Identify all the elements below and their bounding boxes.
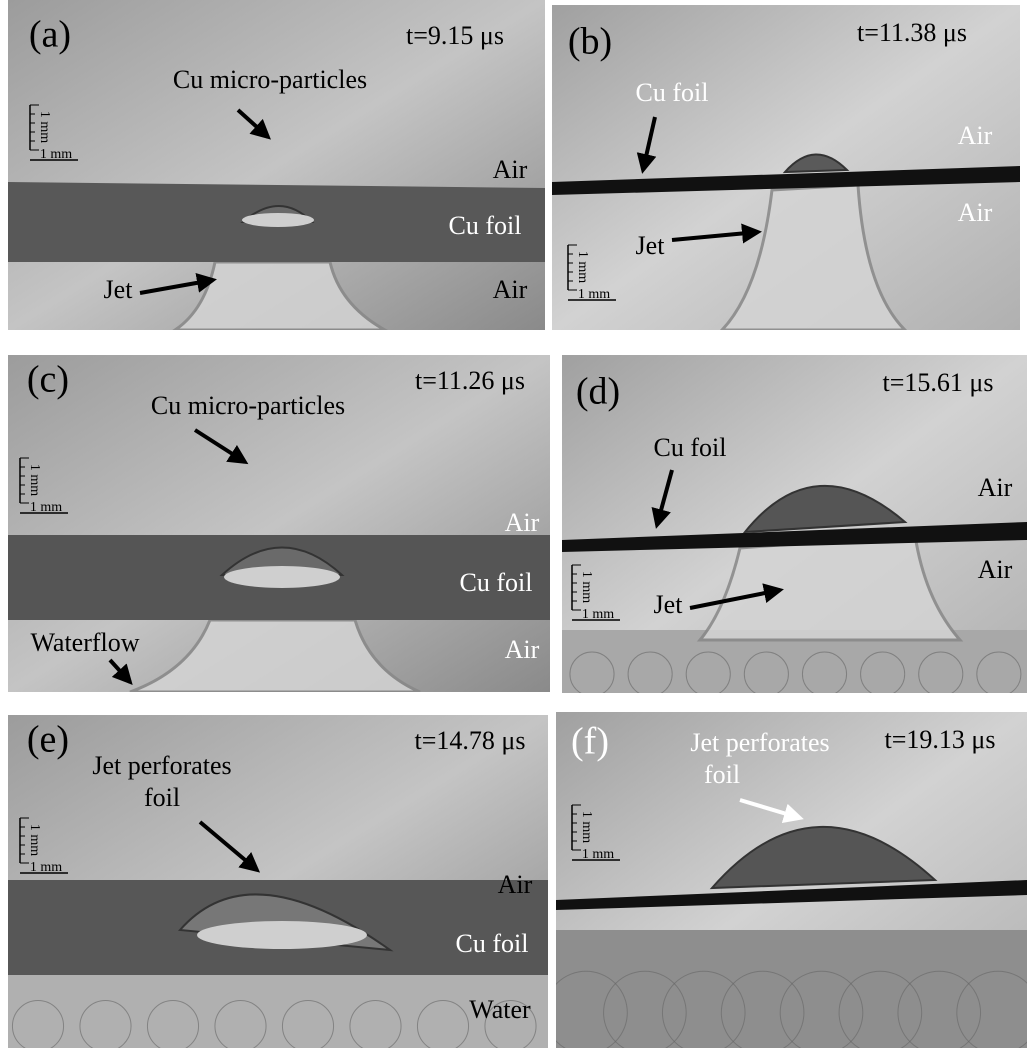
lens xyxy=(197,921,367,949)
figure: 1 mm 1 mm (a) t=9.15 μs Cu micro-particles Ai… xyxy=(0,0,1027,1048)
annotation: foil xyxy=(144,783,180,812)
scale-label: 1 mm xyxy=(575,251,590,283)
panel-label: (b) xyxy=(568,21,612,63)
scale-label: 1 mm xyxy=(27,464,42,496)
panel-label: (e) xyxy=(27,719,69,761)
timestamp: t=11.38 μs xyxy=(857,18,967,47)
micrograph xyxy=(545,712,1027,1048)
timestamp: t=14.78 μs xyxy=(415,726,526,755)
scale-label: 1 mm xyxy=(27,824,42,856)
scale-label: 1 mm xyxy=(582,847,614,862)
annotation: Waterflow xyxy=(30,628,139,657)
annotation: Air xyxy=(958,121,993,150)
panel-label: (c) xyxy=(27,359,69,401)
annotation: Cu micro-particles xyxy=(173,65,367,94)
annotation: foil xyxy=(704,760,740,789)
annotation: Water xyxy=(469,995,531,1024)
panel: 1 mm 1 mm (b) t=11.38 μs Cu foil Air Air Jet xyxy=(552,5,1020,330)
annotation: Air xyxy=(493,155,528,184)
water-region xyxy=(556,930,1027,1048)
scale-label: 1 mm xyxy=(30,860,62,875)
annotation: Cu foil xyxy=(654,433,727,462)
annotation: Cu micro-particles xyxy=(151,391,345,420)
timestamp: t=19.13 μs xyxy=(885,725,996,754)
panel: 1 mm 1 mm (e) t=14.78 μs Jet perforates foil A… xyxy=(8,715,548,1048)
timestamp: t=11.26 μs xyxy=(415,366,525,395)
panel: 1 mm 1 mm (a) t=9.15 μs Cu micro-particles Ai… xyxy=(8,0,545,330)
annotation: Air xyxy=(505,508,540,537)
annotation: Air xyxy=(978,473,1013,502)
lens xyxy=(242,213,314,227)
annotation: Jet xyxy=(654,590,684,619)
annotation: Cu foil xyxy=(456,929,529,958)
annotation: Jet perforates xyxy=(690,728,829,757)
panel: 1 mm 1 mm (d) t=15.61 μs Cu foil Air Air Jet xyxy=(562,355,1027,696)
annotation: Jet xyxy=(636,231,666,260)
annotation: Cu foil xyxy=(636,78,709,107)
panel-label: (d) xyxy=(576,371,620,413)
scale-label: 1 mm xyxy=(30,500,62,515)
panel-label: (f) xyxy=(571,721,609,763)
annotation: Air xyxy=(958,198,993,227)
scale-label: 1 mm xyxy=(582,607,614,622)
annotation: Air xyxy=(493,275,528,304)
scale-label: 1 mm xyxy=(579,811,594,843)
annotation: Air xyxy=(498,870,533,899)
scale-label: 1 mm xyxy=(579,571,594,603)
panel: 1 mm 1 mm (f) t=19.13 μs Jet perforates foil xyxy=(545,712,1027,1048)
lens xyxy=(224,566,340,588)
scale-label: 1 mm xyxy=(578,287,610,302)
scale-label: 1 mm xyxy=(37,111,52,143)
timestamp: t=9.15 μs xyxy=(406,21,504,50)
water-region xyxy=(8,975,548,1048)
micrograph xyxy=(552,5,1020,330)
annotation: Cu foil xyxy=(460,568,533,597)
micrograph xyxy=(8,715,548,1048)
annotation: Jet xyxy=(104,275,134,304)
panel: 1 mm 1 mm (c) t=11.26 μs Cu micro-particles A… xyxy=(8,355,550,692)
annotation: Jet perforates xyxy=(92,751,231,780)
annotation: Cu foil xyxy=(449,211,522,240)
panel-label: (a) xyxy=(29,14,71,56)
scale-label: 1 mm xyxy=(40,147,72,162)
annotation: Air xyxy=(505,635,540,664)
micrograph xyxy=(562,355,1027,696)
timestamp: t=15.61 μs xyxy=(883,368,994,397)
annotation: Air xyxy=(978,555,1013,584)
